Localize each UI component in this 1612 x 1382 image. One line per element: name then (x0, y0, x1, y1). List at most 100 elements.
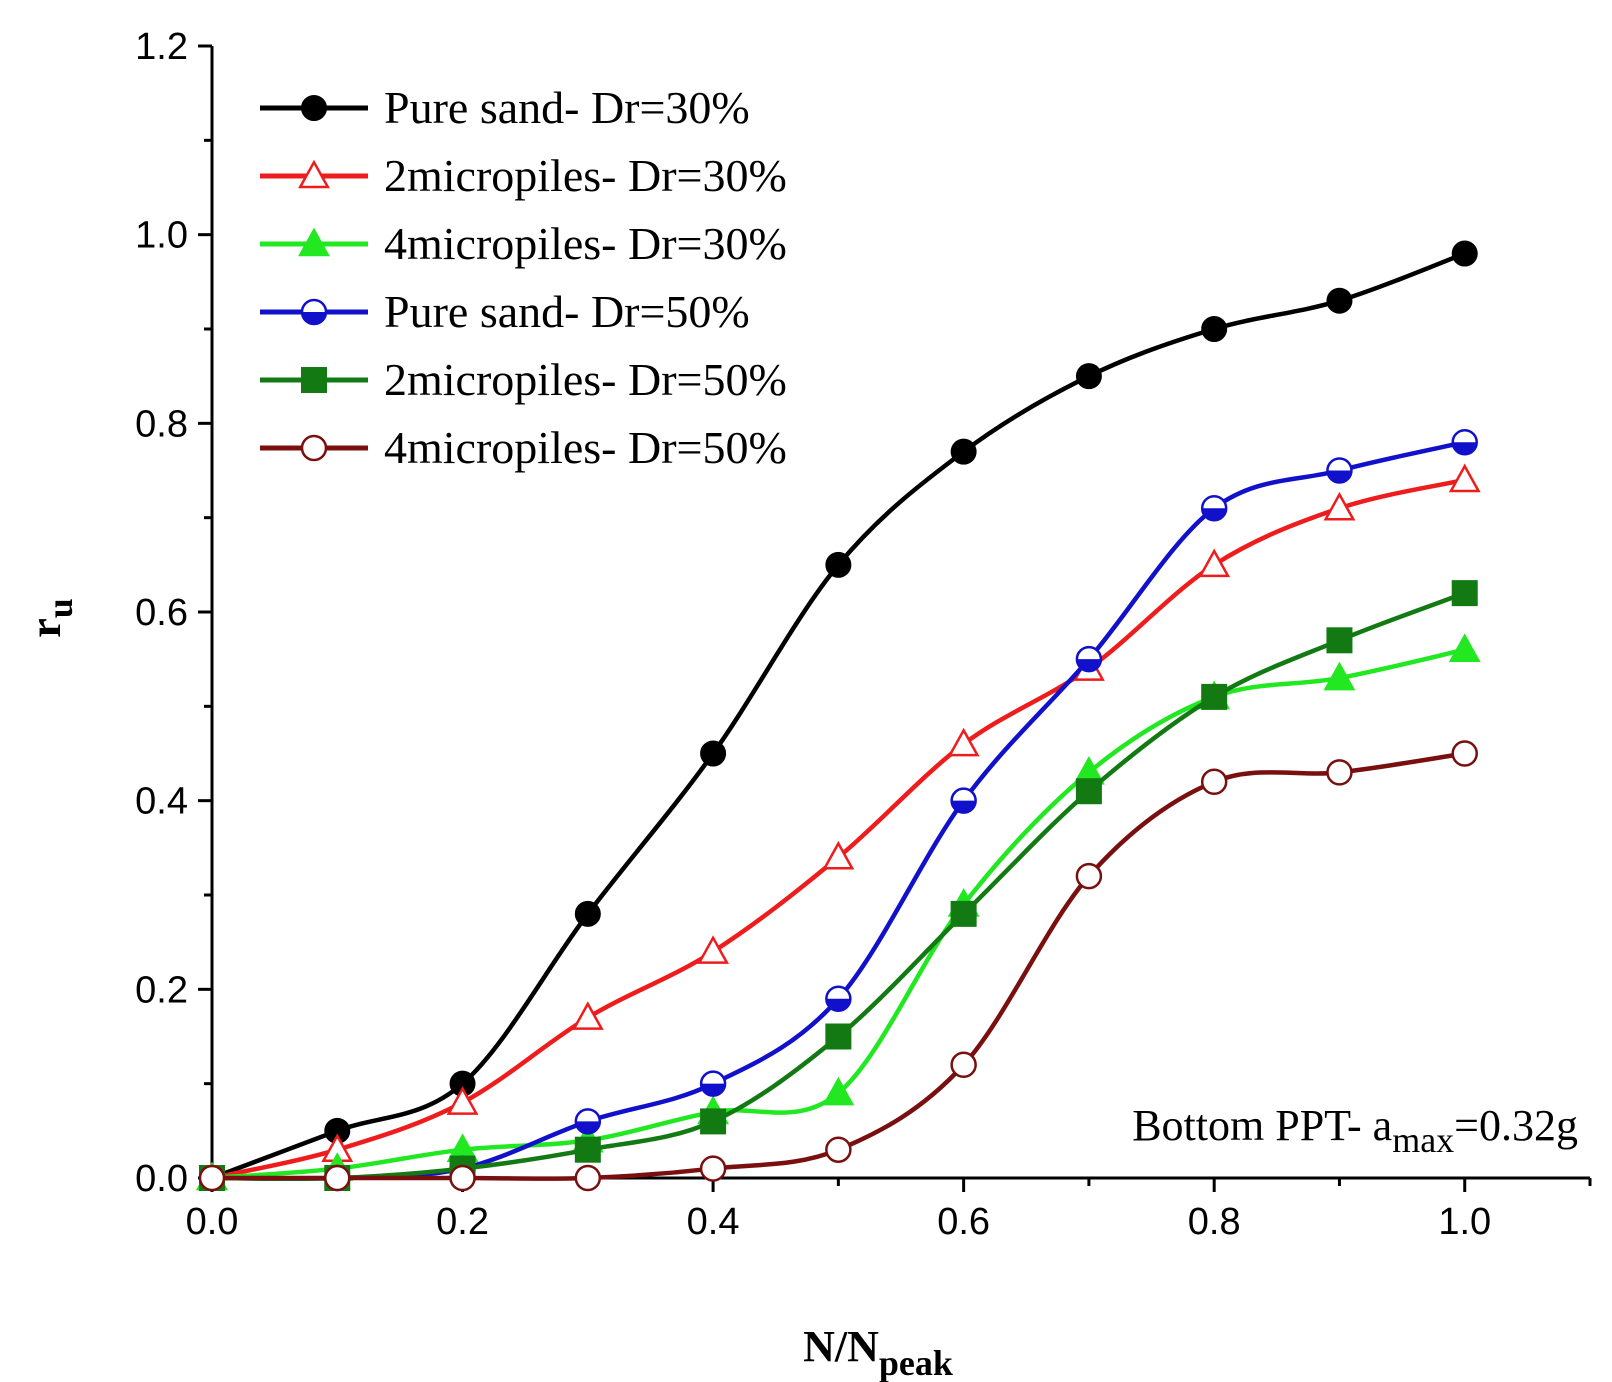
data-point (950, 787, 977, 814)
data-point (825, 551, 852, 578)
data-point (1323, 491, 1356, 521)
data-point (1326, 287, 1353, 314)
data-point (950, 1051, 977, 1079)
x-axis-title-main: N/N (803, 1322, 879, 1371)
y-tick-label: 1.0 (135, 215, 188, 257)
data-point-fill (1452, 442, 1477, 455)
y-tick-label: 0.0 (135, 1158, 188, 1200)
legend-marker (300, 298, 328, 326)
x-tick-label: 1.0 (1438, 1201, 1491, 1243)
data-point (1326, 627, 1353, 654)
data-point (1451, 428, 1478, 456)
data-point (950, 900, 977, 927)
annotation-sub: max (1392, 1120, 1454, 1160)
data-point (822, 1076, 855, 1106)
y-tick-label: 1.2 (135, 26, 188, 68)
data-point (446, 1086, 479, 1115)
annotation: Bottom PPT- amax=0.32g (1132, 1101, 1578, 1160)
data-point (324, 1164, 351, 1192)
data-point (1200, 494, 1228, 522)
legend-label: 4micropiles- Dr=30% (384, 218, 787, 269)
legend-item: 2micropiles- Dr=50% (260, 354, 787, 405)
data-point-fill (701, 1083, 726, 1096)
series-line (212, 751, 1466, 1181)
data-point (700, 740, 727, 767)
data-point (1451, 240, 1478, 267)
series-4 (198, 428, 1478, 1192)
data-point (699, 1155, 727, 1182)
legend-marker (298, 227, 330, 257)
data-point (1075, 363, 1102, 390)
data-point-fill (575, 1121, 600, 1134)
x-tick-label: 0.4 (687, 1201, 740, 1243)
data-point (1201, 316, 1228, 342)
data-point (825, 1136, 852, 1163)
data-point (1448, 633, 1481, 663)
data-point (1075, 862, 1103, 890)
axes: 0.0 0.2 0.4 0.6 0.8 1.0 0.0 0.2 0.4 0.6 0.8 1.0 1.2 (135, 26, 1592, 1243)
data-point (449, 1164, 476, 1192)
x-tick-label: 0.6 (937, 1201, 990, 1243)
data-point (950, 438, 977, 465)
data-point (1448, 463, 1481, 493)
legend-marker (301, 367, 327, 393)
data-point (1075, 778, 1102, 805)
data-point (574, 1136, 601, 1163)
data-point (1075, 645, 1103, 673)
legend-marker (301, 95, 327, 121)
data-point-fill (951, 800, 976, 813)
data-point (571, 1001, 604, 1030)
data-point (825, 985, 852, 1013)
data-point (825, 1023, 852, 1050)
data-point (574, 1164, 602, 1192)
x-axis-title-sub: peak (879, 1343, 953, 1382)
data-point-fill (1327, 470, 1352, 483)
legend-label: 2micropiles- Dr=30% (384, 150, 787, 201)
legend: Pure sand- Dr=30% 2micropiles- Dr=30% 4mic… (260, 82, 787, 473)
y-tick-label: 0.6 (135, 592, 188, 634)
legend-marker-fill (302, 312, 326, 324)
data-point-fill (826, 998, 851, 1011)
data-point (198, 1164, 226, 1192)
data-point (947, 727, 980, 757)
y-axis-title: ru (21, 598, 80, 638)
annotation-tail: =0.32g (1454, 1101, 1578, 1150)
series-1 (199, 240, 1478, 1191)
x-axis-title: N/Npeak (803, 1322, 953, 1382)
legend-marker (300, 434, 328, 462)
y-tick-label: 0.4 (135, 781, 188, 823)
data-point (1451, 740, 1478, 767)
data-point (1323, 661, 1356, 691)
y-tick-label: 0.2 (135, 969, 188, 1011)
x-tick-label: 0.0 (186, 1201, 239, 1243)
data-point (1201, 683, 1228, 710)
data-point-fill (1202, 508, 1227, 521)
y-tick-label: 0.8 (135, 403, 188, 445)
legend-label: Pure sand- Dr=30% (384, 82, 750, 133)
series-6 (198, 740, 1478, 1192)
x-tick-label: 0.2 (436, 1201, 489, 1243)
data-point (1198, 548, 1231, 578)
legend-item: Pure sand- Dr=30% (260, 82, 750, 133)
data-point (1326, 457, 1353, 484)
legend-label: Pure sand- Dr=50% (384, 286, 750, 337)
data-point (574, 1108, 602, 1135)
data-point (1200, 768, 1228, 796)
y-axis-title-sub: u (40, 598, 80, 618)
legend-item: 2micropiles- Dr=30% (260, 150, 787, 201)
legend-marker (298, 159, 330, 189)
data-point-fill (1076, 659, 1101, 672)
legend-item: Pure sand- Dr=50% (260, 286, 750, 337)
data-point (822, 840, 855, 870)
x-tick-label: 0.8 (1188, 1201, 1241, 1243)
legend-label: 4micropiles- Dr=50% (384, 422, 787, 473)
data-point (1451, 580, 1478, 607)
data-point (574, 900, 601, 927)
legend-item: 4micropiles- Dr=50% (260, 422, 787, 473)
legend-item: 4micropiles- Dr=30% (260, 218, 787, 269)
data-point (1326, 759, 1353, 786)
series-line (211, 477, 1466, 1181)
series-line (211, 251, 1466, 1181)
data-point (697, 935, 730, 964)
annotation-main: Bottom PPT- a (1132, 1101, 1392, 1150)
